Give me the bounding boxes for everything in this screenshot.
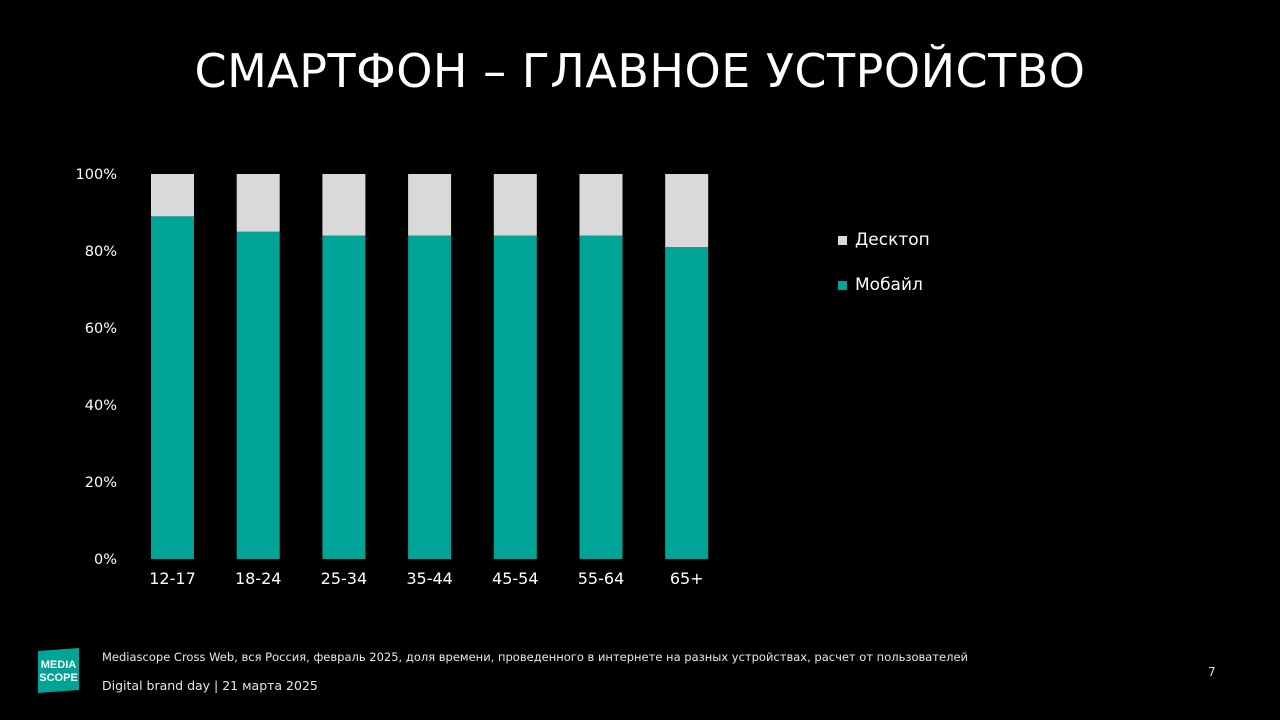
- legend-swatch-desktop: [838, 235, 847, 245]
- bar-segment-desktop: [408, 174, 452, 236]
- legend-item-desktop: Десктоп: [838, 226, 930, 254]
- bar-segment-desktop: [322, 174, 366, 236]
- bar-segment-desktop: [579, 174, 623, 236]
- bar-segment-desktop: [493, 174, 537, 236]
- bar-segment-mobile: [579, 235, 623, 559]
- legend-label-mobile: Мобайл: [855, 275, 923, 295]
- x-tick-label: 45-54: [492, 569, 539, 588]
- bar-segment-mobile: [322, 235, 366, 559]
- x-tick-label: 25-34: [321, 569, 368, 588]
- bar-segment-mobile: [236, 231, 280, 559]
- page-number: 7: [1208, 665, 1216, 679]
- y-tick-label: 80%: [85, 244, 117, 260]
- x-tick-label: 65+: [670, 569, 704, 588]
- x-tick-label: 12-17: [149, 569, 196, 588]
- chart-legend: Десктоп Мобайл: [838, 226, 930, 316]
- legend-item-mobile: Мобайл: [838, 271, 930, 299]
- legend-swatch-mobile: [838, 280, 847, 290]
- x-tick-label: 18-24: [235, 569, 282, 588]
- bar-segment-mobile: [408, 235, 452, 559]
- y-tick-label: 100%: [76, 167, 117, 183]
- x-tick-label: 35-44: [406, 569, 453, 588]
- svg-text:SCOPE: SCOPE: [39, 672, 78, 684]
- slide-title: СМАРТФОН – ГЛАВНОЕ УСТРОЙСТВО: [194, 44, 1086, 98]
- bar-segment-desktop: [665, 174, 709, 248]
- x-tick-label: 55-64: [578, 569, 625, 588]
- legend-label-desktop: Десктоп: [855, 230, 930, 250]
- mediascope-logo: MEDIA SCOPE: [38, 648, 79, 693]
- bar-segment-desktop: [236, 174, 280, 232]
- y-tick-label: 40%: [85, 398, 117, 414]
- bar-segment-mobile: [665, 247, 709, 559]
- y-tick-label: 20%: [85, 475, 117, 491]
- bar-segment-mobile: [493, 235, 537, 559]
- footer-source-note: Mediascope Cross Web, вся Россия, феврал…: [102, 650, 969, 664]
- y-tick-label: 0%: [94, 552, 117, 568]
- bar-segment-desktop: [151, 174, 194, 217]
- footer-event-info: Digital brand day | 21 марта 2025: [102, 678, 318, 693]
- y-tick-label: 60%: [85, 321, 117, 337]
- svg-text:MEDIA: MEDIA: [41, 659, 77, 671]
- bar-segment-mobile: [151, 216, 194, 559]
